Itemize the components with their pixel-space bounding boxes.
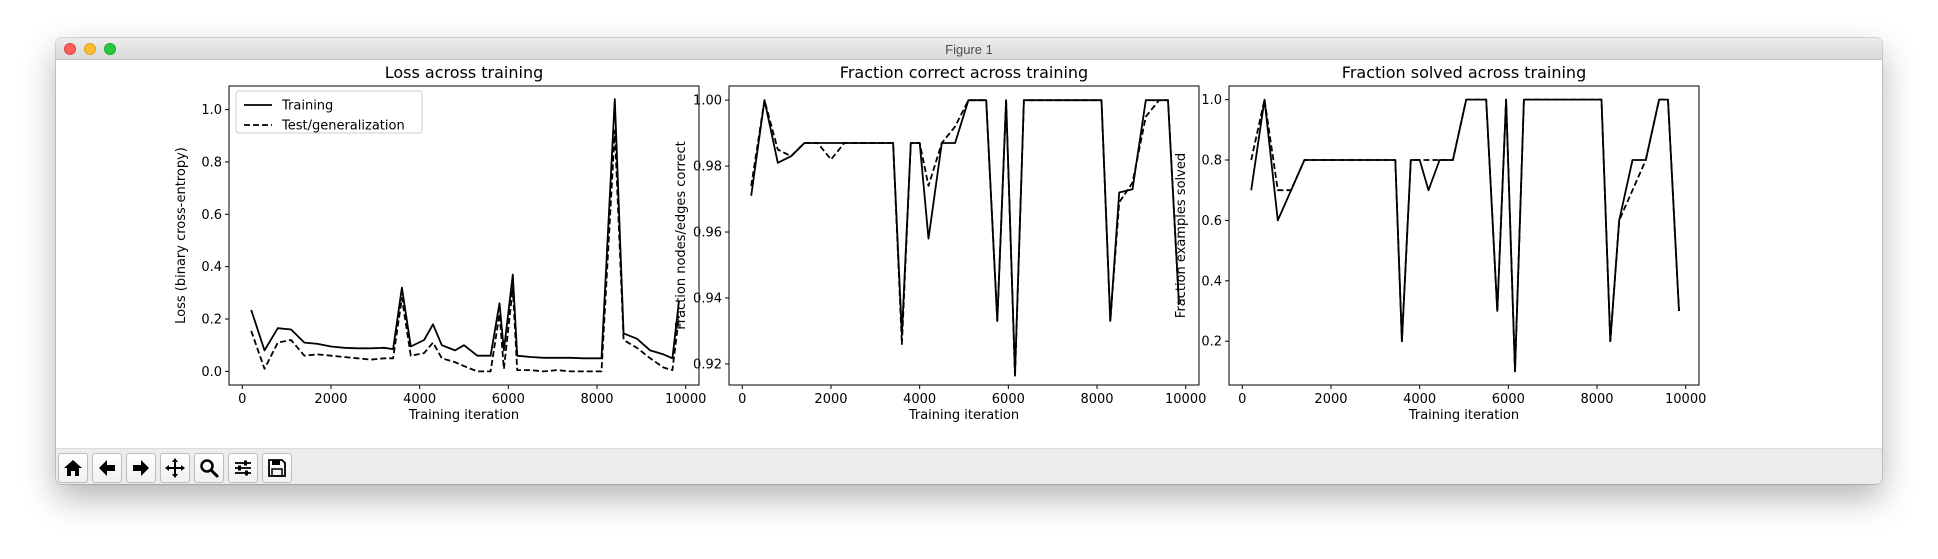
series-line-test-generalization xyxy=(1250,98,1680,373)
x-tick-label: 2000 xyxy=(1314,392,1347,407)
figure-canvas[interactable]: Loss across training 0 2000 4000 6000 8000 100… xyxy=(56,60,1882,484)
y-tick-label: 1.00 xyxy=(693,94,722,109)
y-tick-label: 0.4 xyxy=(1201,274,1222,289)
x-tick-label: 0 xyxy=(738,392,746,407)
x-tick-label: 2000 xyxy=(314,392,347,407)
sliders-icon xyxy=(235,460,251,476)
save-figure-button[interactable] xyxy=(262,453,292,483)
y-tick-label: 1.0 xyxy=(201,103,222,118)
x-tick-label: 10000 xyxy=(665,392,706,407)
x-axis-label: Training iteration xyxy=(908,408,1019,423)
y-axis-label: Fraction nodes/edges correct xyxy=(674,141,689,330)
series-line-training xyxy=(250,98,680,360)
zoom-window-button[interactable] xyxy=(104,43,116,55)
y-tick-label: 0.96 xyxy=(693,226,722,241)
y-tick-label: 0.6 xyxy=(1201,214,1222,229)
y-axis-label: Fraction examples solved xyxy=(1174,153,1189,318)
y-tick-label: 0.94 xyxy=(693,291,722,306)
subplot-1: Loss across training 0 2000 4000 6000 8000 100… xyxy=(174,63,706,423)
pan-button[interactable] xyxy=(160,453,190,483)
x-tick-label: 8000 xyxy=(1080,392,1113,407)
close-window-button[interactable] xyxy=(64,43,76,55)
series-line-training xyxy=(750,99,1180,375)
x-axis-label: Training iteration xyxy=(408,408,519,423)
series-line-training xyxy=(1250,98,1680,373)
configure-subplots-button[interactable] xyxy=(228,453,258,483)
x-tick-label: 4000 xyxy=(403,392,436,407)
legend-label: Training xyxy=(281,99,333,114)
axes-frame xyxy=(728,85,1200,386)
x-tick-label: 0 xyxy=(238,392,246,407)
y-tick-label: 0.8 xyxy=(1201,153,1222,168)
floppy-disk-icon xyxy=(268,459,286,477)
zoom-to-rect-button[interactable] xyxy=(194,453,224,483)
legend: Training Test/generalization xyxy=(235,90,423,134)
y-tick-label: 0.6 xyxy=(201,208,222,223)
y-tick-label: 0.2 xyxy=(1201,335,1222,350)
y-axis-label: Loss (binary cross-entropy) xyxy=(174,147,189,324)
legend-label: Test/generalization xyxy=(281,119,405,134)
forward-button[interactable] xyxy=(126,453,156,483)
back-button[interactable] xyxy=(92,453,122,483)
subplot-title: Loss across training xyxy=(385,63,544,82)
x-tick-label: 8000 xyxy=(1580,392,1613,407)
minimize-window-button[interactable] xyxy=(84,43,96,55)
y-tick-label: 0.8 xyxy=(201,155,222,170)
figure-svg: Loss across training 0 2000 4000 6000 8000 100… xyxy=(174,63,1706,423)
y-tick-label: 1.0 xyxy=(1201,93,1222,108)
x-tick-label: 4000 xyxy=(1403,392,1436,407)
subplot-2: Fraction correct across training 0 2000 400… xyxy=(674,63,1206,423)
x-tick-label: 10000 xyxy=(1165,392,1206,407)
series-line-test-generalization xyxy=(750,99,1180,379)
home-icon xyxy=(64,460,82,476)
x-tick-label: 6000 xyxy=(992,392,1025,407)
magnifier-icon xyxy=(200,459,219,478)
x-tick-label: 4000 xyxy=(903,392,936,407)
figure-window: Figure 1 Loss across training 0 2000 4000 60… xyxy=(56,38,1882,484)
y-tick-label: 0.4 xyxy=(201,260,222,275)
x-tick-label: 6000 xyxy=(492,392,525,407)
move-icon xyxy=(165,458,185,478)
x-tick-label: 2000 xyxy=(814,392,847,407)
y-tick-label: 0.92 xyxy=(693,357,722,372)
home-button[interactable] xyxy=(58,453,88,483)
subplot-3: Fraction solved across training 0 2000 4000… xyxy=(1174,63,1706,423)
title-bar[interactable]: Figure 1 xyxy=(56,38,1882,60)
x-tick-label: 0 xyxy=(1238,392,1246,407)
series-line-test-generalization xyxy=(250,129,680,373)
x-tick-label: 10000 xyxy=(1665,392,1706,407)
y-tick-label: 0.0 xyxy=(201,365,222,380)
y-tick-label: 0.2 xyxy=(201,313,222,328)
subplot-title: Fraction correct across training xyxy=(840,63,1088,82)
x-tick-label: 8000 xyxy=(580,392,613,407)
x-tick-label: 6000 xyxy=(1492,392,1525,407)
arrow-right-icon xyxy=(133,460,149,476)
navigation-toolbar xyxy=(56,448,1882,484)
window-title: Figure 1 xyxy=(945,42,993,57)
y-tick-label: 0.98 xyxy=(693,160,722,175)
axes-frame xyxy=(1228,85,1700,386)
axes-frame xyxy=(228,85,700,386)
subplot-title: Fraction solved across training xyxy=(1342,63,1586,82)
legend-box xyxy=(235,90,423,134)
arrow-left-icon xyxy=(99,460,115,476)
x-axis-label: Training iteration xyxy=(1408,408,1519,423)
